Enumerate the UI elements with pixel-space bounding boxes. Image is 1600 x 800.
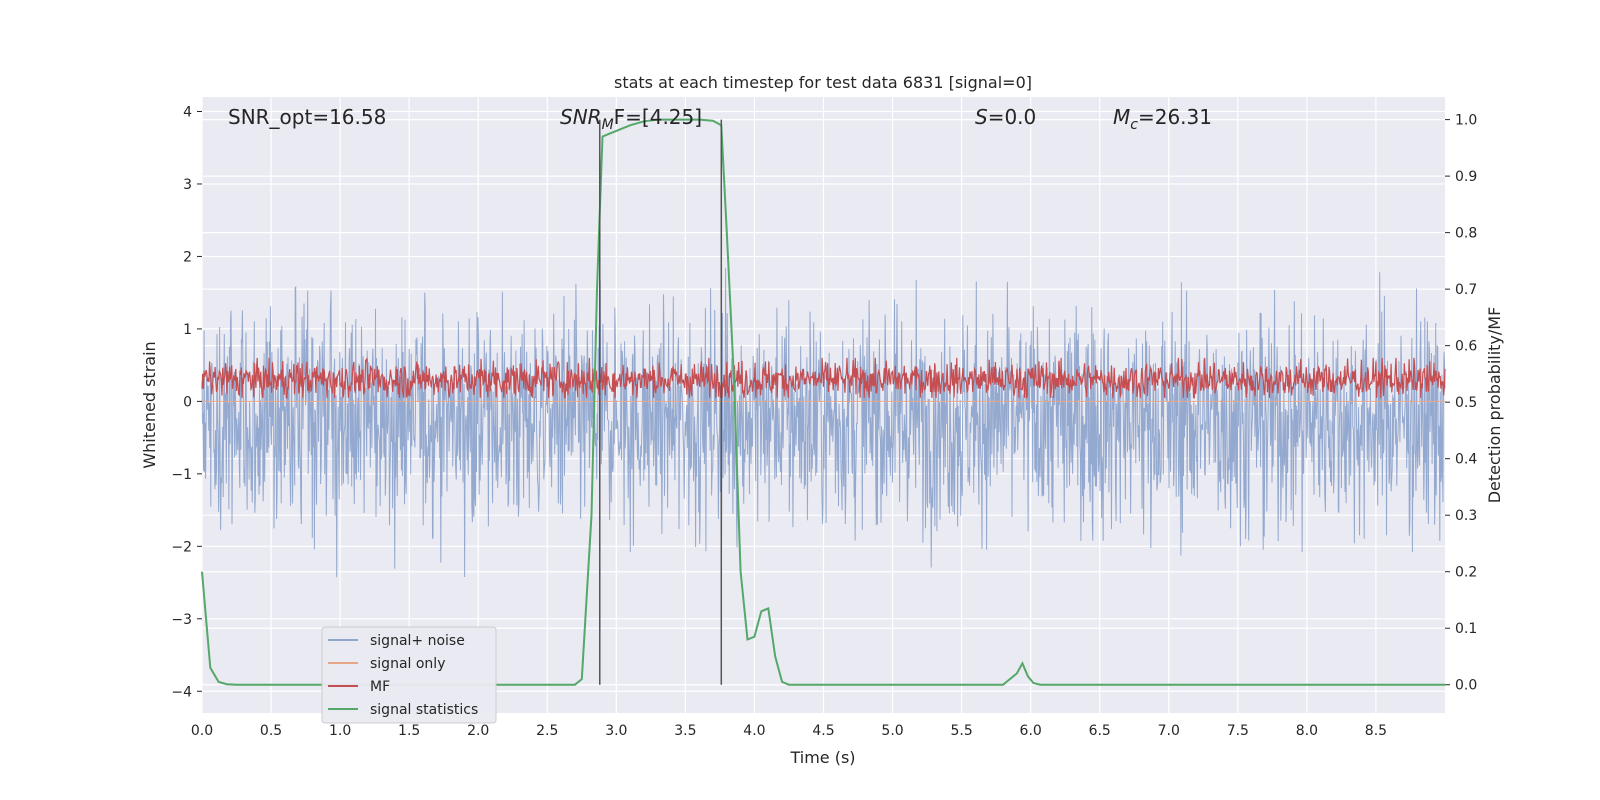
- x-tick-label-12: 6.0: [1020, 723, 1042, 739]
- annotation-mc-italic: M: [1113, 105, 1130, 129]
- y-tick-label-4: 0: [183, 394, 192, 410]
- x-tick-label-9: 4.5: [812, 723, 834, 739]
- x-tick-label-15: 7.5: [1227, 723, 1249, 739]
- annotation-mc-rest: =26.31: [1138, 105, 1212, 129]
- x-tick-label-8: 4.0: [743, 723, 765, 739]
- y-right-tick-label-6: 0.6: [1455, 339, 1477, 355]
- x-tick-label-5: 2.5: [536, 723, 558, 739]
- y-right-tick-label-7: 0.7: [1455, 282, 1477, 298]
- annotation-snr-mf-main: SNR: [560, 105, 602, 129]
- x-tick-label-0: 0.0: [191, 723, 213, 739]
- y-tick-label-3: −1: [171, 467, 192, 483]
- x-tick-label-17: 8.5: [1365, 723, 1387, 739]
- x-tick-label-7: 3.5: [674, 723, 696, 739]
- y-tick-label-2: −2: [171, 539, 192, 555]
- legend-box: [321, 626, 497, 724]
- y-right-tick-label-3: 0.3: [1455, 508, 1477, 524]
- annotation-mc-sub: c: [1130, 117, 1138, 133]
- x-tick-label-13: 6.5: [1089, 723, 1111, 739]
- y-right-tick-label-5: 0.5: [1455, 395, 1477, 411]
- y-right-tick-label-9: 0.9: [1455, 169, 1477, 185]
- y-right-tick-label-2: 0.2: [1455, 565, 1477, 581]
- y-tick-label-1: −3: [171, 612, 192, 628]
- x-axis-ticks: 0.0 0.5 1.0 1.5 2.0 2.5 3.0 3.5 4.0 4.5 5.0 5.5 6.0 6…: [191, 723, 1387, 739]
- y-right-tick-label-8: 0.8: [1455, 226, 1477, 242]
- y-tick-label-6: 2: [183, 249, 192, 265]
- y-right-tick-label-1: 0.1: [1455, 621, 1477, 637]
- annotation-snr-mf-sub: M: [602, 117, 614, 133]
- x-tick-label-11: 5.5: [950, 723, 972, 739]
- x-tick-label-14: 7.0: [1158, 723, 1180, 739]
- annotation-mc: Mc=26.31: [1113, 105, 1212, 133]
- annotation-s-italic: S: [975, 105, 988, 129]
- x-tick-label-2: 1.0: [329, 723, 351, 739]
- x-tick-label-1: 0.5: [260, 723, 282, 739]
- legend-label-mf: MF: [370, 679, 390, 695]
- legend-label-signal-noise: signal+ noise: [370, 633, 465, 649]
- annotation-snr-mf: SNRMF=[4.25]: [560, 105, 702, 133]
- y-tick-label-7: 3: [183, 177, 192, 193]
- x-tick-label-3: 1.5: [398, 723, 420, 739]
- y-axis-left-ticks: −4 −3 −2 −1 0 1 2 3 4: [171, 104, 202, 700]
- y-axis-label: Whitened strain: [140, 341, 159, 468]
- y-tick-label-8: 4: [183, 104, 192, 120]
- y-axis-right-ticks: 0.0 0.1 0.2 0.3 0.4 0.5 0.6 0.7 0.8 0.9 1.0: [1445, 113, 1477, 694]
- y-right-tick-label-4: 0.4: [1455, 452, 1477, 468]
- annotation-s: S=0.0: [975, 105, 1036, 129]
- legend-label-signal-only: signal only: [370, 656, 445, 672]
- vertical-markers: [599, 119, 723, 685]
- y-right-tick-label-10: 1.0: [1455, 113, 1477, 129]
- annotation-s-rest: =0.0: [988, 105, 1037, 129]
- x-tick-label-4: 2.0: [467, 723, 489, 739]
- series-signal-noise: [201, 268, 1446, 578]
- y-tick-label-5: 1: [183, 322, 192, 338]
- y-right-tick-label-0: 0.0: [1455, 678, 1477, 694]
- chart-title: stats at each timestep for test data 683…: [614, 73, 1032, 92]
- y-axis-right-label: Detection probability/MF: [1485, 307, 1504, 504]
- y-tick-label-0: −4: [171, 684, 192, 700]
- legend: signal+ noise signal only MF signal stat…: [321, 626, 497, 724]
- x-tick-label-6: 3.0: [605, 723, 627, 739]
- legend-label-signal-statistics: signal statistics: [370, 702, 478, 718]
- x-tick-label-16: 8.0: [1296, 723, 1318, 739]
- x-tick-label-10: 5.0: [881, 723, 903, 739]
- annotation-snr-mf-rest: F=[4.25]: [614, 105, 702, 129]
- x-axis-label: Time (s): [789, 748, 855, 767]
- series-mf: [201, 357, 1446, 400]
- annotation-snr-opt: SNR_opt=16.58: [228, 105, 386, 129]
